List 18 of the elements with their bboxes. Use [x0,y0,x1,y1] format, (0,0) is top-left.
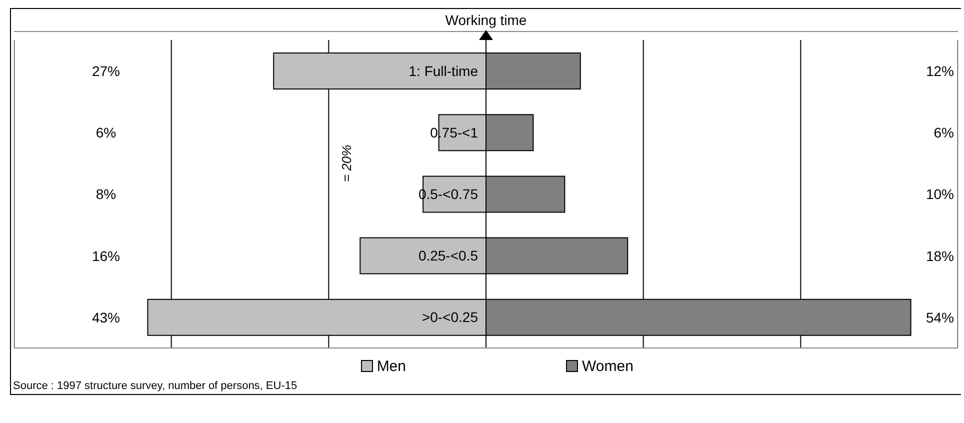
data-label: 10% [926,186,954,202]
y-tick-label: 0.25-<0.5 [418,248,478,264]
data-label: 54% [926,309,954,326]
annotation: = 20% [338,144,354,182]
data-label: 6% [934,124,954,141]
data-label: 18% [926,248,954,264]
data-label: 43% [92,309,120,326]
data-label: 8% [96,186,116,202]
legend-label: Women [581,356,634,376]
data-label: 12% [926,63,954,79]
y-tick-label: 1: Full-time [408,62,478,79]
source-note: Source : 1997 structure survey, number of persons, EU-15 [13,380,298,392]
data-label: 27% [92,63,120,79]
data-label: 16% [92,248,120,264]
y-tick-label: >0-<0.25 [422,309,478,326]
data-label: 6% [96,124,116,141]
chart-title: Working time [14,9,958,32]
legend-label: Men [376,356,406,376]
